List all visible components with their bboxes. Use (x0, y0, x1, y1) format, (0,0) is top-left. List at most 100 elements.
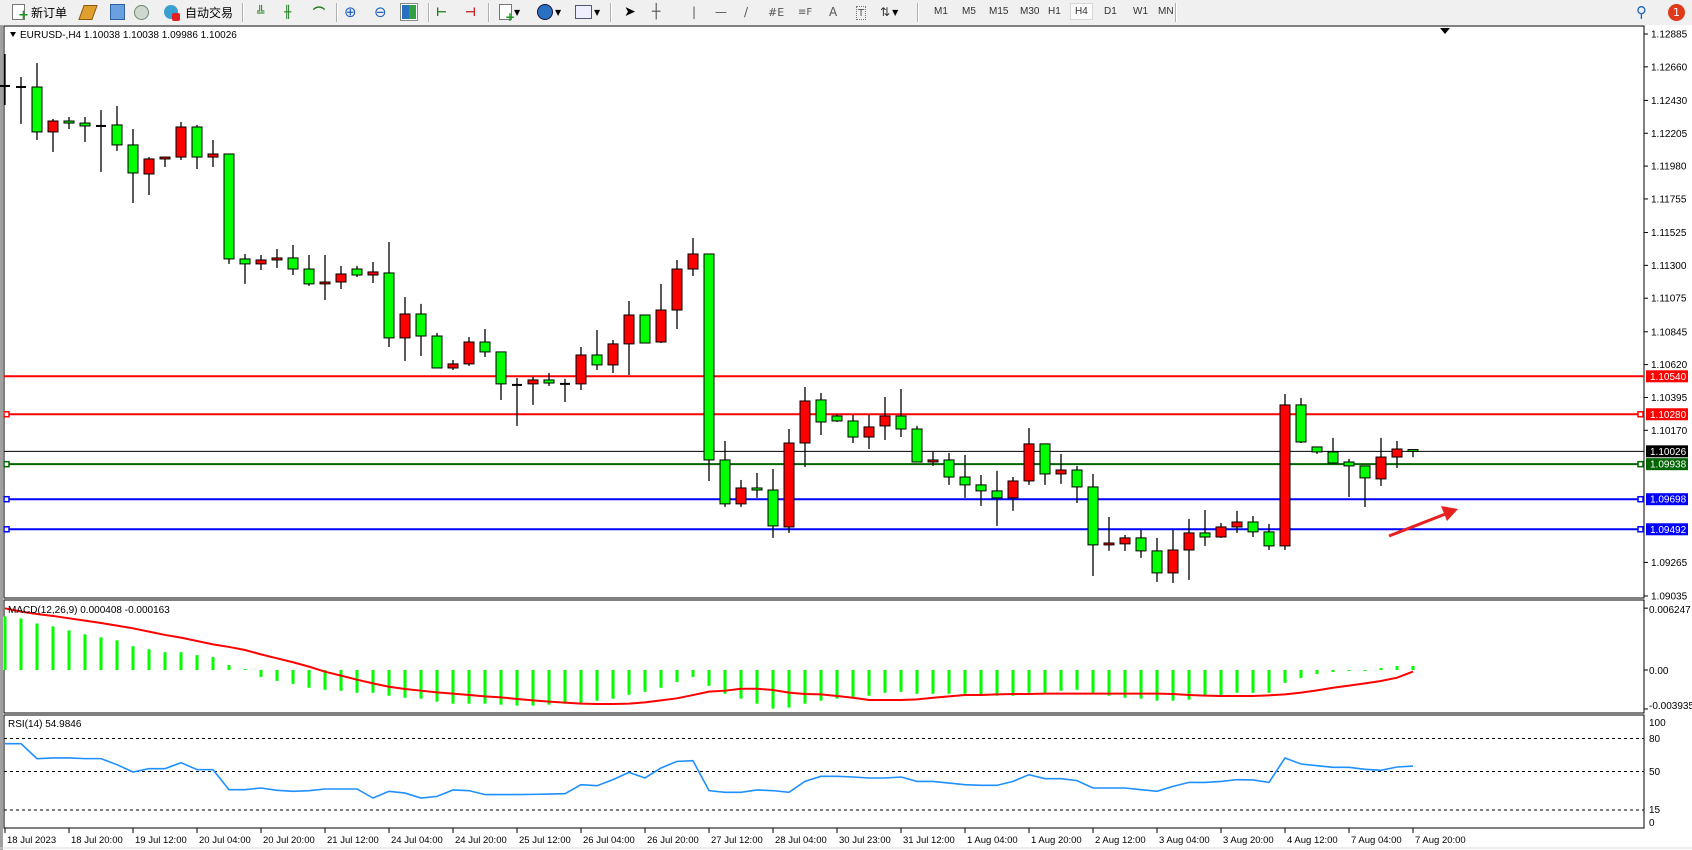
candle[interactable] (31, 63, 43, 140)
candle[interactable] (1359, 465, 1371, 507)
candle[interactable] (527, 377, 539, 405)
candle[interactable] (655, 283, 667, 344)
text-icon[interactable]: A (829, 5, 838, 19)
candle[interactable] (927, 451, 939, 466)
vertical-line-icon[interactable]: | (692, 5, 697, 19)
candle[interactable] (335, 265, 347, 290)
fibonacci-icon[interactable]: ≡F (798, 6, 813, 18)
periods-button[interactable]: ▼ (537, 3, 561, 21)
timeframe-d1[interactable]: D1 (1104, 6, 1117, 17)
chart-window[interactable]: 1.10540 1.10280 1.10026 1.09938 1.09698 1.094… (0, 25, 1692, 850)
candle[interactable] (63, 117, 75, 130)
level-handle-right[interactable] (1637, 460, 1644, 468)
candle[interactable] (1199, 510, 1211, 546)
candle[interactable] (447, 359, 459, 371)
level-handle-left[interactable] (3, 526, 10, 533)
candle[interactable] (1023, 427, 1035, 485)
candle[interactable] (831, 413, 843, 422)
candle[interactable] (431, 332, 443, 369)
chart-shift-icon[interactable]: ⊢ (436, 5, 447, 19)
candle[interactable] (127, 129, 139, 204)
new-order-button[interactable]: + 新订单 (12, 3, 67, 22)
timeframe-m15[interactable]: M15 (989, 6, 1009, 17)
candle[interactable] (143, 157, 155, 196)
candle[interactable] (1263, 523, 1275, 551)
candle[interactable] (991, 470, 1003, 526)
candle[interactable] (383, 242, 395, 347)
bar-chart-icon[interactable]: ╩ (257, 5, 265, 19)
candle[interactable] (255, 254, 267, 271)
candle[interactable] (623, 300, 635, 375)
candle[interactable] (560, 378, 570, 402)
candle[interactable] (159, 156, 171, 167)
candle[interactable] (47, 118, 59, 152)
candle[interactable] (463, 337, 475, 366)
candle[interactable] (607, 339, 619, 373)
timeframe-m30[interactable]: M30 (1020, 6, 1040, 17)
candle[interactable] (1055, 453, 1067, 484)
candle[interactable] (911, 425, 923, 463)
candle[interactable] (1183, 518, 1195, 580)
candle[interactable] (0, 53, 10, 105)
navigator-icon[interactable] (110, 3, 125, 21)
candle[interactable] (1151, 537, 1163, 582)
arrows-button[interactable]: ⇅ ▼ (880, 5, 899, 19)
candle[interactable] (575, 346, 587, 391)
candle[interactable] (287, 244, 299, 275)
candle[interactable] (543, 372, 555, 386)
text-label-icon[interactable]: T (856, 6, 867, 20)
candlestick-chart-icon[interactable]: ╫ (284, 5, 292, 19)
candle[interactable] (1039, 443, 1051, 485)
indicators-button[interactable]: + ▼ (499, 3, 520, 24)
tile-windows-icon[interactable] (400, 3, 418, 21)
candle[interactable] (719, 440, 731, 507)
trendline-icon[interactable]: / (744, 5, 749, 19)
candle[interactable] (1295, 397, 1307, 444)
candle[interactable] (1279, 393, 1291, 551)
candle[interactable] (319, 254, 331, 300)
zoom-in-icon[interactable]: ⊕ (344, 3, 357, 21)
horizontal-line-icon[interactable]: — (715, 5, 727, 19)
cursor-icon[interactable]: ➤ (624, 4, 636, 20)
candle[interactable] (847, 414, 859, 444)
level-handle-right[interactable] (1637, 495, 1644, 503)
candle[interactable] (943, 452, 955, 485)
candle[interactable] (815, 392, 827, 435)
candle[interactable] (303, 254, 315, 286)
search-icon[interactable]: ⚲ (1636, 3, 1647, 21)
candle[interactable] (367, 262, 379, 284)
autoscroll-icon[interactable]: ⊣ (465, 5, 476, 19)
level-handle-left[interactable] (3, 495, 10, 503)
candle[interactable] (111, 105, 123, 151)
level-handle-left[interactable] (3, 460, 10, 468)
timeframe-h4[interactable]: H4 (1070, 3, 1093, 20)
signals-icon[interactable] (134, 3, 149, 21)
crosshair-icon[interactable]: ┼ (652, 4, 661, 20)
candle[interactable] (767, 468, 779, 538)
candle[interactable] (16, 77, 26, 124)
candle[interactable] (96, 110, 106, 172)
level-handle-right[interactable] (1637, 411, 1644, 418)
candle[interactable] (191, 124, 203, 170)
candle[interactable] (783, 428, 795, 533)
candle[interactable] (1375, 437, 1387, 486)
candle[interactable] (863, 414, 875, 449)
title-collapse-icon[interactable] (10, 32, 16, 37)
zoom-out-icon[interactable]: ⊖ (374, 3, 387, 21)
candle[interactable] (1391, 440, 1403, 468)
level-handle-right[interactable] (1637, 526, 1644, 533)
candle[interactable] (1119, 534, 1131, 551)
candle[interactable] (1247, 515, 1259, 538)
candle[interactable] (1167, 530, 1179, 583)
candle[interactable] (975, 474, 987, 506)
candle[interactable] (495, 351, 507, 400)
candle[interactable] (1407, 449, 1419, 458)
candle[interactable] (512, 377, 522, 426)
timeframe-h1[interactable]: H1 (1048, 6, 1061, 17)
candle[interactable] (751, 472, 763, 498)
timeframe-m5[interactable]: M5 (962, 6, 976, 17)
candle[interactable] (175, 122, 187, 160)
candle[interactable] (591, 330, 603, 371)
candle[interactable] (79, 117, 91, 143)
candle[interactable] (879, 397, 891, 440)
